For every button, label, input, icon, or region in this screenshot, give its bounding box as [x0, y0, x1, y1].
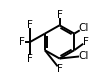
Text: F: F [27, 54, 33, 63]
Text: Cl: Cl [79, 51, 89, 61]
Text: F: F [19, 37, 25, 47]
Text: F: F [27, 20, 33, 30]
Text: Cl: Cl [79, 23, 89, 33]
Text: F: F [57, 64, 62, 74]
Text: F: F [57, 10, 62, 20]
Text: F: F [83, 37, 89, 47]
